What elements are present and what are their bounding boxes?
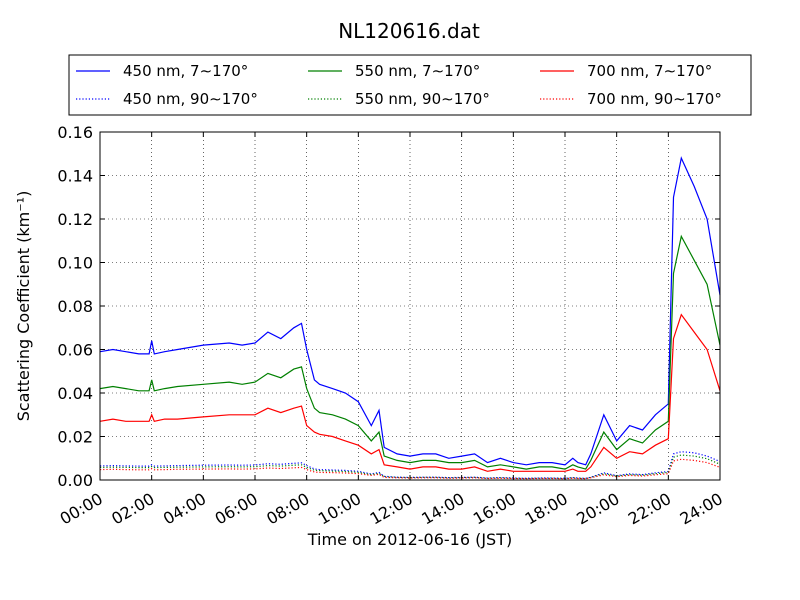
x-tick-label: 12:00: [367, 489, 416, 529]
legend-frame: [68, 54, 752, 116]
y-tick-label: 0.04: [57, 384, 93, 403]
legend-label: 700 nm, 7∼170°: [587, 62, 712, 80]
y-tick-label: 0.00: [57, 471, 93, 490]
y-tick-label: 0.12: [57, 210, 93, 229]
x-tick-label: 16:00: [470, 489, 519, 529]
legend-label: 450 nm, 7∼170°: [123, 62, 248, 80]
y-tick-label: 0.08: [57, 297, 93, 316]
x-tick-label: 24:00: [677, 489, 726, 529]
x-tick-label: 08:00: [263, 489, 312, 529]
x-tick-label: 06:00: [212, 489, 261, 529]
chart-title: NL120616.dat: [338, 19, 480, 43]
series-line: [99, 156, 721, 466]
y-tick-label: 0.10: [57, 254, 93, 273]
grid: [100, 132, 720, 480]
y-axis-label: Scattering Coefficient (km⁻¹): [14, 191, 33, 422]
y-tick-label: 0.06: [57, 341, 93, 360]
series-line: [99, 234, 721, 470]
legend: 450 nm, 7∼170° 550 nm, 7∼170° 700 nm, 7∼17…: [68, 54, 752, 116]
y-tick-label: 0.14: [57, 167, 93, 186]
legend-label: 700 nm, 90∼170°: [587, 90, 722, 108]
x-tick-label: 02:00: [108, 489, 157, 529]
x-tick-label: 00:00: [57, 489, 106, 529]
y-tick-label: 0.02: [57, 428, 93, 447]
y-axis-ticks: 0.00 0.02 0.04 0.06 0.08 0.10 0.12 0.14 0.16: [57, 123, 720, 490]
x-tick-label: 22:00: [625, 489, 674, 529]
x-tick-label: 04:00: [160, 489, 209, 529]
x-axis-label: Time on 2012-06-16 (JST): [307, 530, 512, 549]
x-tick-label: 14:00: [418, 489, 467, 529]
x-tick-label: 20:00: [573, 489, 622, 529]
legend-label: 450 nm, 90∼170°: [123, 90, 258, 108]
x-tick-label: 10:00: [315, 489, 364, 529]
series-line: [99, 313, 721, 472]
legend-label: 550 nm, 7∼170°: [355, 62, 480, 80]
y-tick-label: 0.16: [57, 123, 93, 142]
x-tick-label: 18:00: [522, 489, 571, 529]
legend-label: 550 nm, 90∼170°: [355, 90, 490, 108]
